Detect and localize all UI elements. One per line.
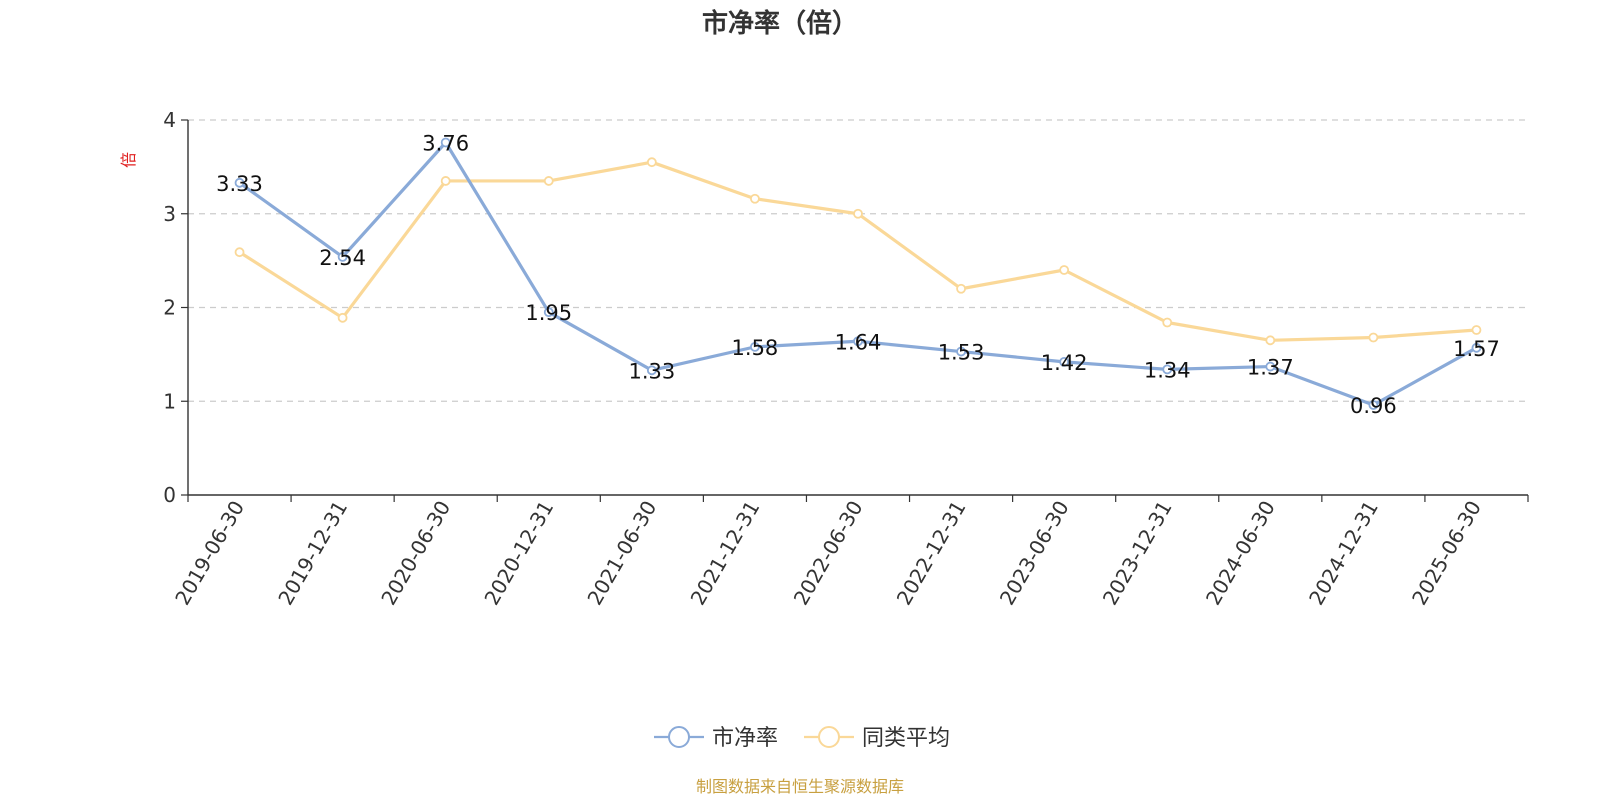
data-label: 3.33 [216, 172, 263, 196]
data-label: 1.33 [628, 359, 675, 383]
legend-item-pb-ratio[interactable]: 市净率 [654, 726, 778, 751]
data-point[interactable] [337, 251, 348, 262]
y-tick-label: 0 [163, 483, 176, 507]
chart-title: 市净率（倍） [702, 8, 858, 39]
data-point[interactable] [234, 177, 245, 188]
legend-marker [818, 726, 840, 748]
data-point[interactable] [750, 193, 760, 204]
x-tick-label: 2020-12-31 [479, 497, 558, 610]
legend-marker [668, 726, 690, 748]
data-point[interactable] [1265, 361, 1276, 372]
data-point[interactable] [853, 336, 863, 347]
data-label: 1.64 [835, 330, 882, 354]
y-tick-label: 4 [163, 108, 176, 132]
x-tick-label: 2021-12-31 [686, 497, 765, 610]
data-point[interactable] [1265, 335, 1276, 346]
data-label: 1.53 [938, 341, 985, 365]
data-point[interactable] [440, 137, 451, 148]
data-label: 1.58 [732, 336, 779, 360]
data-point[interactable] [337, 312, 348, 323]
x-tick-label: 2025-06-30 [1407, 497, 1486, 610]
data-point[interactable] [956, 346, 966, 357]
data-label: 1.95 [525, 301, 572, 325]
data-label: 1.57 [1453, 337, 1500, 361]
data-point[interactable] [1059, 265, 1070, 275]
x-tick-label: 2019-12-31 [273, 497, 352, 610]
data-point[interactable] [1471, 342, 1482, 353]
x-tick-label: 2023-06-30 [995, 497, 1074, 610]
x-tick-label: 2021-06-30 [582, 497, 661, 610]
source-note: 制图数据来自恒生聚源数据库 [696, 777, 904, 796]
data-point[interactable] [646, 157, 657, 168]
series-layer: 3.33 2.54 3.76 1.95 1.33 1.58 1.64 1.53 1.42 1.34… [216, 132, 1500, 419]
y-tick-label: 1 [163, 389, 176, 413]
grid-lines [188, 119, 1528, 402]
data-point[interactable] [1162, 317, 1173, 328]
x-tick-label: 2022-06-30 [789, 497, 868, 610]
x-axis-ticks: 2019-06-30 2019-12-31 2020-06-30 2020-12-31… [170, 495, 1529, 610]
series-line [238, 160, 1477, 342]
legend: 市净率 同类平均 [654, 726, 950, 751]
data-point[interactable] [956, 283, 966, 294]
data-point[interactable] [543, 176, 554, 186]
x-tick-label: 2024-12-31 [1304, 497, 1383, 610]
data-point[interactable] [1368, 400, 1379, 410]
data-point[interactable] [750, 341, 760, 352]
data-point[interactable] [1162, 364, 1173, 375]
legend-label: 同类平均 [862, 726, 950, 751]
x-tick-label: 2019-06-30 [170, 497, 249, 610]
legend-label: 市净率 [712, 726, 778, 751]
data-label: 1.42 [1041, 351, 1088, 375]
data-point[interactable] [440, 176, 451, 186]
x-tick-label: 2023-12-31 [1098, 497, 1177, 610]
data-label: 1.37 [1247, 356, 1294, 380]
data-point[interactable] [853, 208, 863, 219]
data-point[interactable] [1471, 325, 1482, 335]
data-point[interactable] [543, 307, 554, 318]
series-pb-ratio: 3.33 2.54 3.76 1.95 1.33 1.58 1.64 1.53 1.42 1.34… [216, 132, 1500, 419]
x-tick-label: 2022-12-31 [892, 497, 971, 610]
y-axis-ticks: 0 1 2 3 4 [163, 108, 188, 507]
data-label: 3.76 [422, 132, 469, 156]
y-tick-label: 2 [163, 296, 176, 320]
data-point[interactable] [234, 247, 245, 258]
series-peer-average [234, 157, 1482, 346]
data-point[interactable] [646, 365, 657, 376]
data-point[interactable] [1059, 356, 1070, 367]
x-tick-label: 2024-06-30 [1201, 497, 1280, 610]
y-tick-label: 3 [163, 202, 176, 226]
data-label: 1.34 [1144, 358, 1191, 382]
data-point[interactable] [1368, 332, 1379, 343]
x-tick-label: 2020-06-30 [376, 497, 455, 610]
y-axis-label: 倍 [119, 152, 138, 168]
data-label: 0.96 [1350, 394, 1397, 418]
legend-item-peer-average[interactable]: 同类平均 [804, 726, 950, 751]
data-label: 2.54 [319, 246, 366, 270]
